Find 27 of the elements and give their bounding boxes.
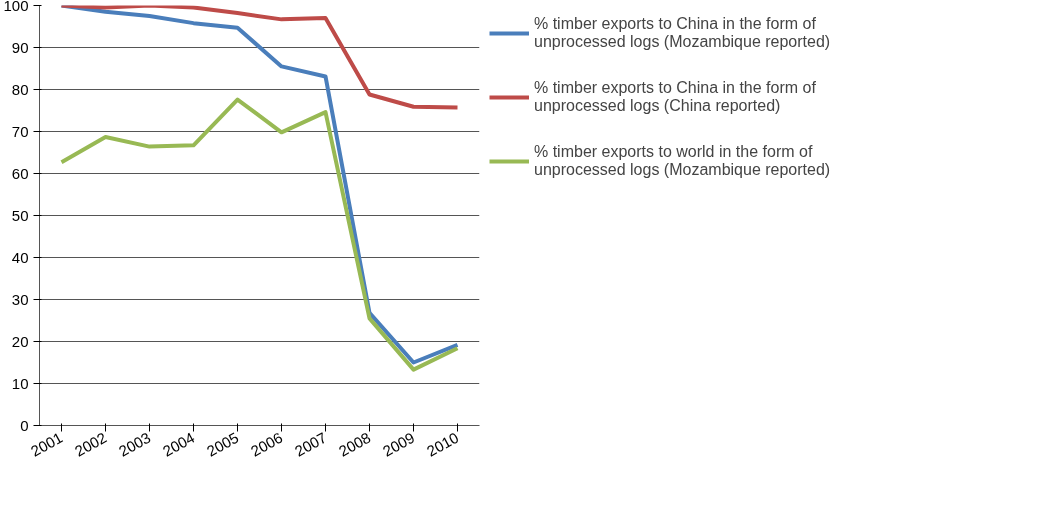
legend-label: % timber exports to China in the form of unprocessed logs (Mozambique reported)	[534, 15, 831, 51]
x-tick-label: 2006	[247, 428, 286, 460]
y-tick-label: 30	[11, 290, 29, 308]
y-tick-label: 80	[11, 80, 29, 98]
legend-label: % timber exports to China in the form of unprocessed logs (China reported)	[534, 79, 816, 115]
y-tick-label: 40	[11, 248, 29, 266]
y-tick-label: 70	[11, 122, 29, 140]
x-tick-label: 2005	[203, 428, 242, 460]
y-tick-label: 90	[11, 38, 29, 56]
line-series	[59, 97, 460, 372]
legend-label: % timber exports to world in the form of unprocessed logs (Mozambique reported)	[534, 143, 831, 179]
y-tick-label: 10	[11, 374, 29, 392]
x-tick-label: 2002	[71, 428, 110, 460]
x-tick-label: 2001	[27, 428, 66, 460]
x-tick-label: 2004	[159, 428, 198, 460]
x-tick-label: 2007	[291, 428, 330, 460]
x-tick-label: 2003	[115, 428, 154, 460]
x-tick-label: 2009	[379, 428, 418, 460]
y-tick-label: 50	[11, 206, 29, 224]
line-series	[59, 5, 460, 110]
y-tick-label: 20	[11, 332, 29, 350]
y-tick-label: 60	[11, 164, 29, 182]
x-tick-label: 2008	[335, 428, 374, 460]
line-series	[59, 5, 460, 365]
y-tick-label: 100	[3, 0, 29, 14]
y-tick-label: 0	[20, 416, 29, 434]
x-tick-label: 2010	[423, 428, 462, 460]
